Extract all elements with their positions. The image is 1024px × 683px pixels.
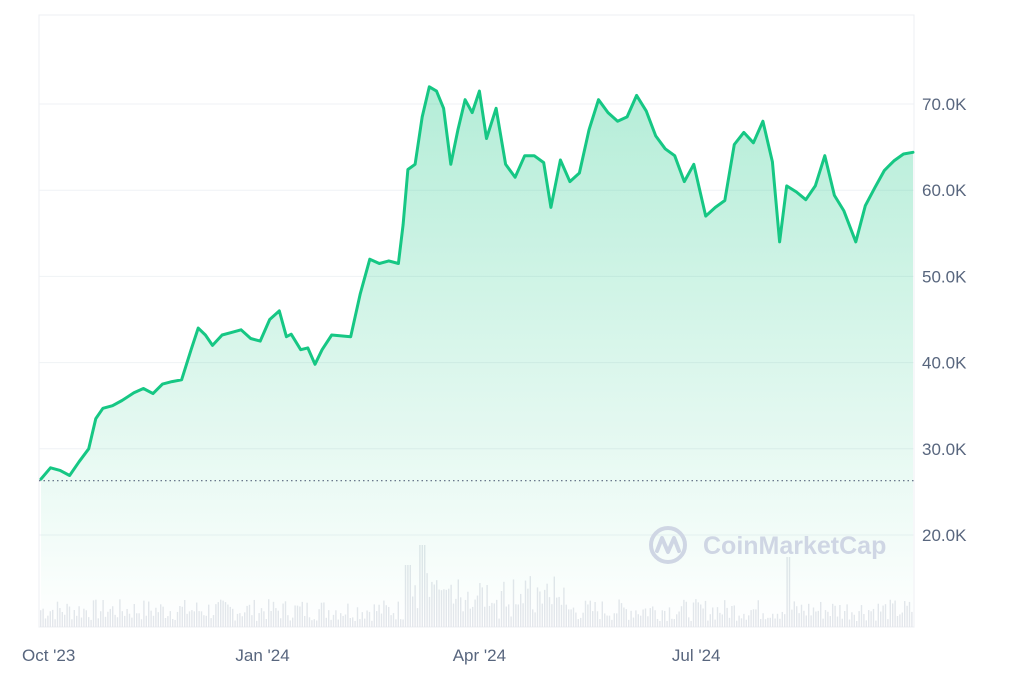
y-tick-label: 20.0K (922, 526, 967, 545)
y-tick-label: 30.0K (922, 440, 967, 459)
y-tick-label: 40.0K (922, 354, 967, 373)
y-tick-label: 70.0K (922, 95, 967, 114)
x-tick-label: Oct '23 (22, 646, 75, 665)
x-axis-ticks: Oct '23 Jan '24 Apr '24 Jul '24 (22, 646, 720, 665)
price-line (39, 85, 915, 481)
x-tick-label: Jul '24 (672, 646, 721, 665)
coinmarketcap-logo-wave (655, 536, 681, 554)
y-tick-label: 60.0K (922, 181, 967, 200)
volume-bar (40, 610, 42, 627)
y-tick-label: 50.0K (922, 267, 967, 286)
y-axis-ticks: 70.0K 60.0K 50.0K 40.0K 30.0K 20.0K (922, 95, 967, 545)
x-tick-label: Jan '24 (235, 646, 289, 665)
watermark-text: CoinMarketCap (703, 532, 886, 560)
coinmarketcap-logo-icon (649, 526, 687, 564)
x-tick-label: Apr '24 (453, 646, 506, 665)
area-layer (39, 85, 915, 628)
price-area-fill (41, 86, 913, 628)
coinmarketcap-watermark: CoinMarketCap (649, 526, 886, 564)
